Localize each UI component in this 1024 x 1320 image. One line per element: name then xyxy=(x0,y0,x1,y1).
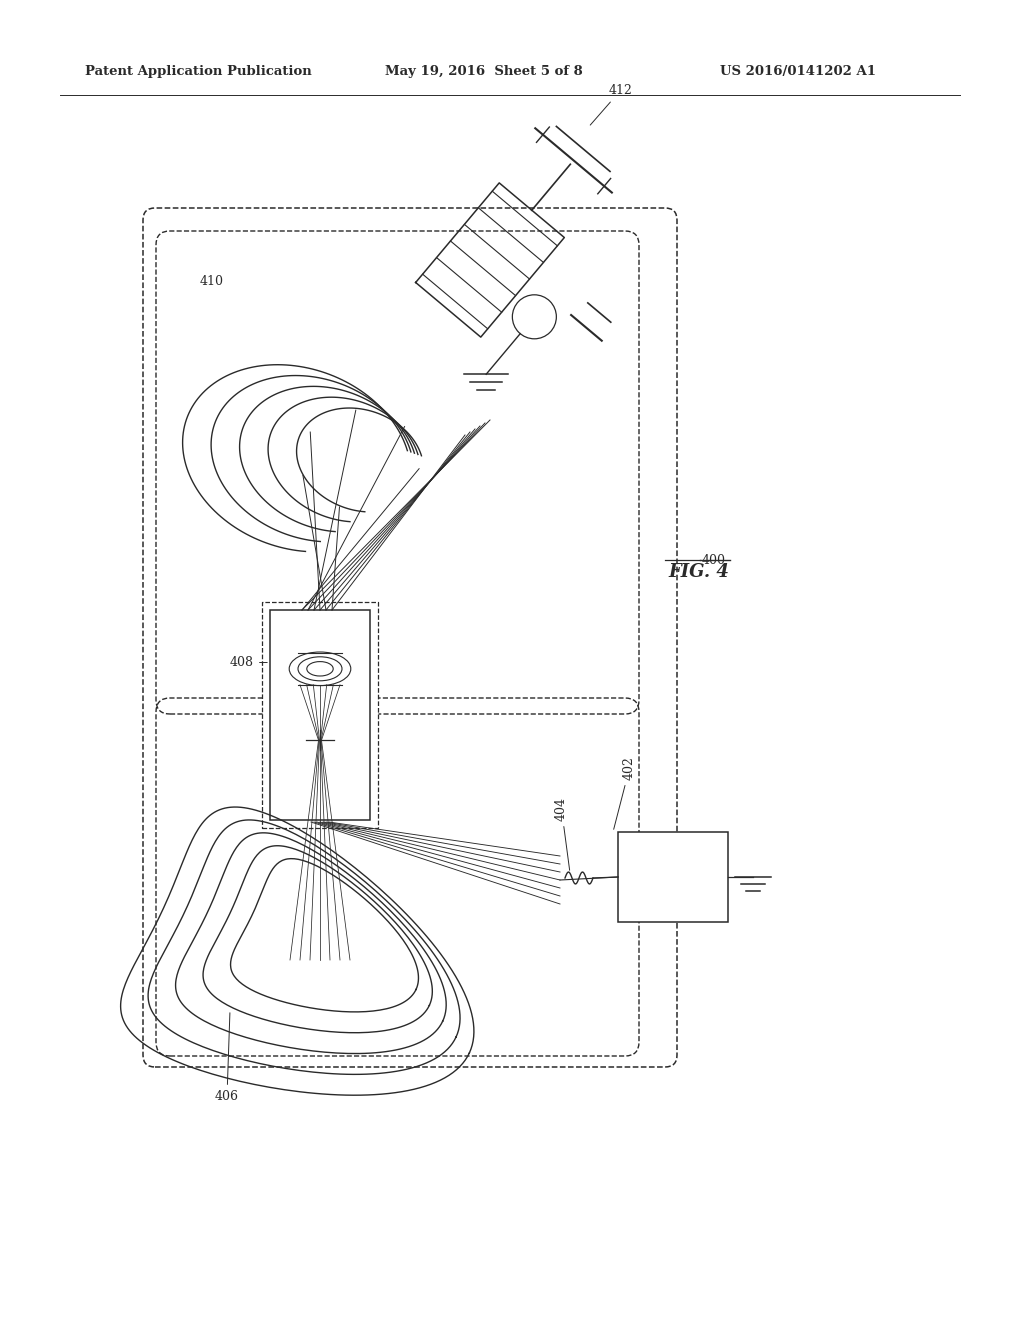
Text: Patent Application Publication: Patent Application Publication xyxy=(85,66,311,78)
Text: 400: 400 xyxy=(702,553,726,566)
Text: FIG. 4: FIG. 4 xyxy=(668,564,729,581)
Text: 404: 404 xyxy=(555,797,569,870)
Text: 410: 410 xyxy=(200,275,224,288)
Text: US 2016/0141202 A1: US 2016/0141202 A1 xyxy=(720,66,876,78)
Text: 402: 402 xyxy=(613,756,636,829)
Text: 406: 406 xyxy=(215,1012,239,1104)
Text: 412: 412 xyxy=(590,84,632,125)
Bar xyxy=(270,610,370,820)
Text: May 19, 2016  Sheet 5 of 8: May 19, 2016 Sheet 5 of 8 xyxy=(385,66,583,78)
Text: 408: 408 xyxy=(230,656,267,669)
Bar xyxy=(618,832,728,921)
Bar xyxy=(262,602,378,828)
